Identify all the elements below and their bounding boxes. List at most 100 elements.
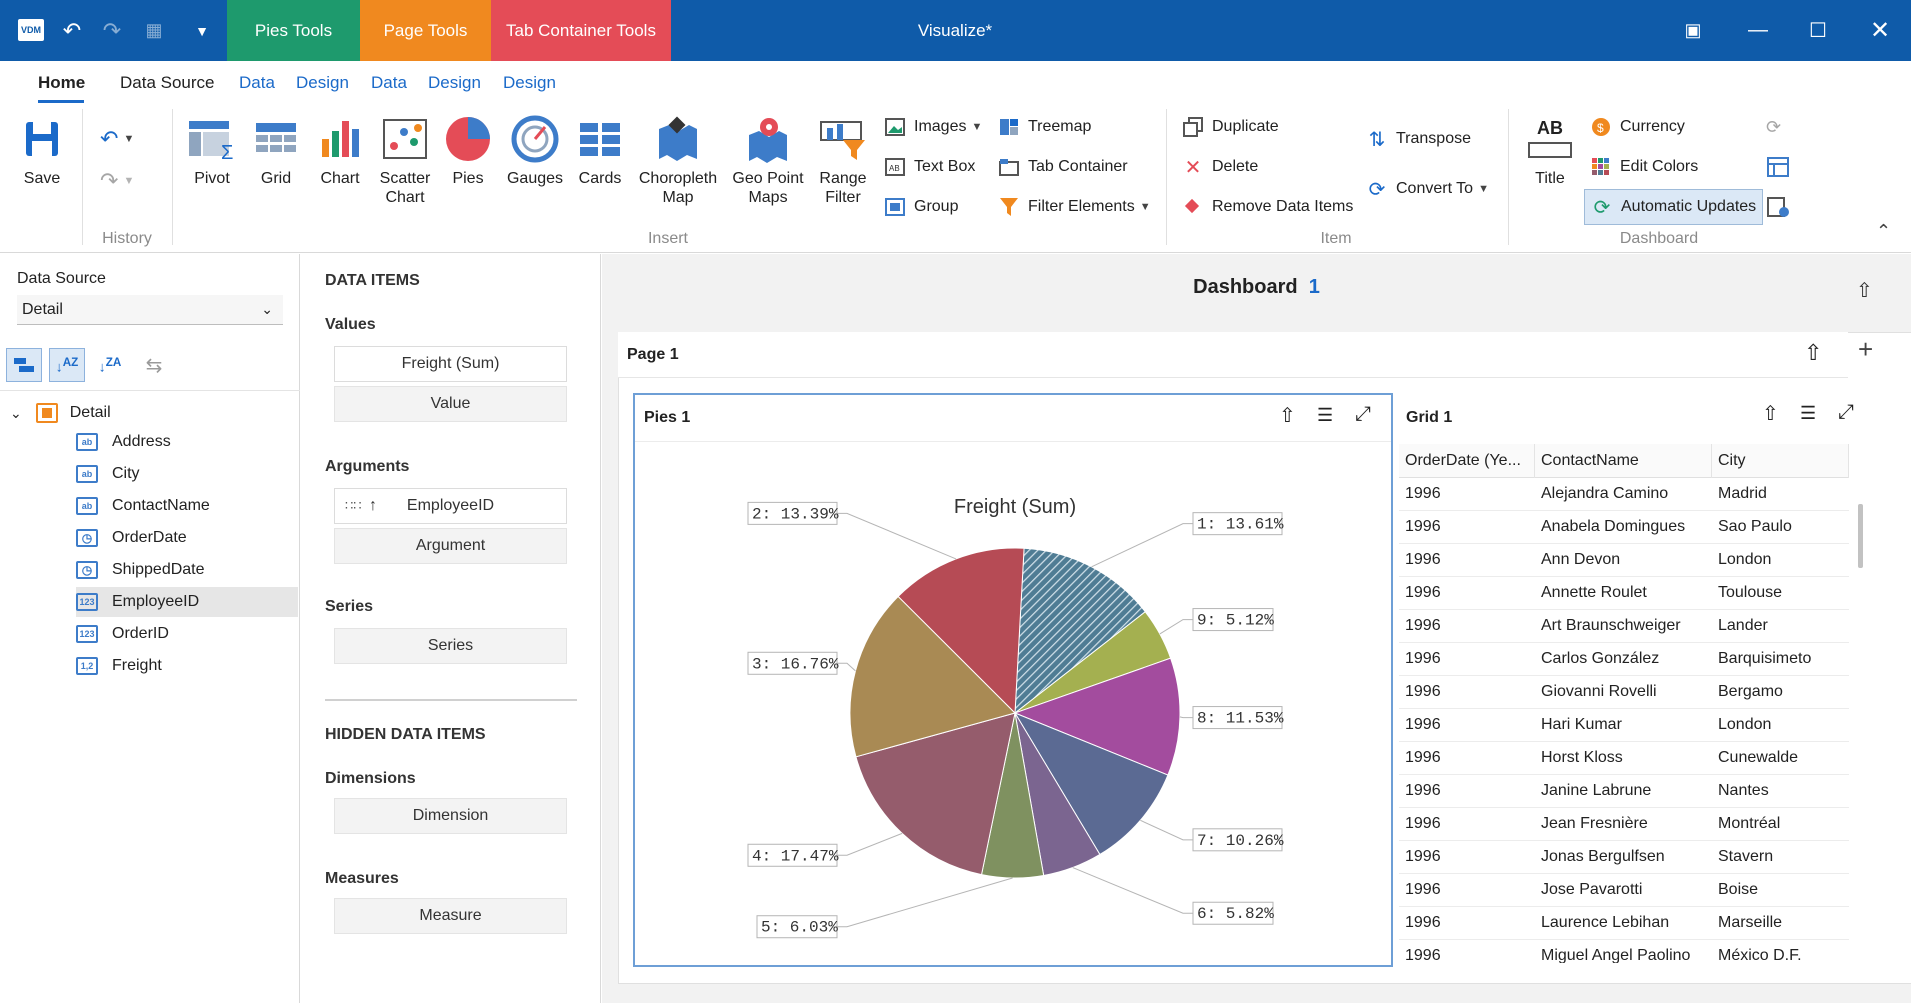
dashboard-title-button[interactable]: AB Title [1520, 109, 1580, 188]
history-redo-button[interactable]: ↷ ▼ [100, 167, 134, 195]
table-row[interactable]: 1996 Janine Labrune Nantes [1399, 775, 1849, 808]
tab-home[interactable]: Home [38, 73, 86, 92]
tab-design-1[interactable]: Design [296, 73, 349, 92]
field-orderid[interactable]: 123 OrderID [76, 619, 298, 649]
field-employeeid[interactable]: 123 EmployeeID [76, 587, 298, 617]
field-freight[interactable]: 1,2 Freight [76, 651, 298, 681]
argument-placeholder[interactable]: Argument [334, 528, 567, 564]
insert-scatter-chart-button[interactable]: Scatter Chart [374, 109, 436, 207]
convert-to-button[interactable]: ⟳ Convert To ▼ [1366, 175, 1489, 203]
table-row[interactable]: 1996 Art Braunschweiger Lander [1399, 610, 1849, 643]
transpose-button[interactable]: ⇅ Transpose [1366, 125, 1471, 153]
insert-chart-button[interactable]: Chart [312, 109, 368, 188]
table-row[interactable]: 1996 Horst Kloss Cunewalde [1399, 742, 1849, 775]
column-header-contactname[interactable]: ContactName [1535, 444, 1712, 478]
update-icon[interactable]: ⟳ [1766, 116, 1782, 137]
insert-choropleth-map-button[interactable]: Choropleth Map [632, 109, 724, 207]
tab-data-1[interactable]: Data [239, 73, 275, 92]
field-city[interactable]: ab City [76, 459, 298, 489]
insert-cards-button[interactable]: Cards [572, 109, 628, 188]
table-row[interactable]: 1996 Carlos González Barquisimeto [1399, 643, 1849, 676]
pie-slice[interactable] [849, 595, 1016, 758]
export-icon[interactable]: ⇧ [1804, 340, 1823, 365]
table-row[interactable]: 1996 Jonas Bergulfsen Stavern [1399, 841, 1849, 874]
insert-gauges-button[interactable]: Gauges [504, 109, 566, 188]
table-row[interactable]: 1996 Alejandra Camino Madrid [1399, 478, 1849, 511]
table-row[interactable]: 1996 Annette Roulet Toulouse [1399, 577, 1849, 610]
field-shippeddate[interactable]: ◷ ShippedDate [76, 555, 298, 585]
measure-placeholder[interactable]: Measure [334, 898, 567, 934]
export-icon[interactable]: ⇧ [1279, 405, 1296, 427]
export-icon[interactable]: ⇧ [1762, 403, 1779, 425]
table-row[interactable]: 1996 Giovanni Rovelli Bergamo [1399, 676, 1849, 709]
insert-text-box-button[interactable]: AB Text Box [884, 153, 975, 181]
insert-pies-button[interactable]: Pies [440, 109, 496, 188]
customize-qat-icon[interactable]: ▼ [195, 22, 209, 39]
add-page-icon[interactable]: + [1858, 334, 1874, 364]
insert-group-button[interactable]: Group [884, 193, 958, 221]
currency-button[interactable]: $ Currency [1590, 113, 1685, 141]
insert-pivot-button[interactable]: Σ Pivot [182, 109, 242, 188]
tab-data-2[interactable]: Data [371, 73, 407, 92]
table-row[interactable]: 1996 Jose Pavarotti Boise [1399, 874, 1849, 907]
insert-images-button[interactable]: Images ▼ [884, 113, 982, 141]
collapse-ribbon-icon[interactable]: ⌃ [1876, 221, 1892, 241]
field-contactname[interactable]: ab ContactName [76, 491, 298, 521]
display-icon[interactable]: ▣ [1684, 20, 1702, 40]
export-icon[interactable]: ⇧ [1856, 280, 1873, 302]
group-by-type-button[interactable] [6, 348, 42, 382]
pie-slice[interactable] [1013, 657, 1181, 776]
insert-geo-point-maps-button[interactable]: Geo Point Maps [730, 109, 806, 207]
grip-icon[interactable]: ∷∷ [345, 498, 362, 513]
pie-slice[interactable] [855, 712, 1016, 876]
duplicate-button[interactable]: Duplicate [1182, 113, 1279, 141]
maximize-button[interactable]: ☐ [1809, 20, 1827, 42]
series-placeholder[interactable]: Series [334, 628, 567, 664]
delete-button[interactable]: ✕ Delete [1182, 153, 1259, 181]
save-button[interactable]: Save [12, 109, 72, 188]
pie-slice[interactable] [1014, 547, 1146, 715]
table-row[interactable]: 1996 Hari Kumar London [1399, 709, 1849, 742]
parameters-icon[interactable] [1766, 153, 1790, 181]
insert-tab-container-button[interactable]: Tab Container [998, 153, 1128, 181]
edit-colors-button[interactable]: Edit Colors [1590, 153, 1698, 181]
dashboard-settings-icon[interactable] [1766, 193, 1790, 221]
tab-design-3[interactable]: Design [503, 73, 556, 92]
tree-root-detail[interactable]: ⌄ Detail [10, 403, 111, 423]
table-row[interactable]: 1996 Anabela Domingues Sao Paulo [1399, 511, 1849, 544]
page-tab[interactable]: Page 1 [627, 346, 679, 363]
history-undo-button[interactable]: ↶ ▼ [100, 125, 134, 153]
remove-data-items-button[interactable]: Remove Data Items [1182, 193, 1353, 221]
column-header-city[interactable]: City [1712, 444, 1849, 478]
sort-arrow-up-icon[interactable]: ↑ [369, 497, 377, 514]
table-row[interactable]: 1996 Jean Fresnière Montréal [1399, 808, 1849, 841]
tab-design-2[interactable]: Design [428, 73, 481, 92]
automatic-updates-button[interactable]: ⟳ Automatic Updates [1584, 189, 1764, 225]
tab-data-source[interactable]: Data Source [120, 73, 215, 92]
pie-slice[interactable] [897, 547, 1025, 715]
pies-item[interactable]: Pies 1 ⇧ ☰ ⤢ Freight (Sum) 1: 13.61% 9: 5… [633, 393, 1393, 967]
field-orderdate[interactable]: ◷ OrderDate [76, 523, 298, 553]
undo-icon[interactable]: ↶ [62, 17, 82, 43]
filter-search-icon[interactable]: ☰ [1800, 403, 1817, 423]
field-address[interactable]: ab Address [76, 427, 298, 457]
value-placeholder[interactable]: Value [334, 386, 567, 422]
grid-scrollbar[interactable] [1858, 504, 1863, 568]
maximize-icon[interactable]: ⤢ [1838, 401, 1854, 423]
insert-grid-button[interactable]: Grid [248, 109, 304, 188]
argument-item-employeeid[interactable]: ∷∷ ↑ EmployeeID [334, 488, 567, 524]
sort-ascending-button[interactable]: ↓AZ [49, 348, 85, 382]
dimension-placeholder[interactable]: Dimension [334, 798, 567, 834]
layout-icon[interactable]: ▦ [145, 20, 163, 40]
minimize-button[interactable]: — [1748, 19, 1768, 41]
table-row[interactable]: 1996 Ann Devon London [1399, 544, 1849, 577]
value-item-freight[interactable]: Freight (Sum) [334, 346, 567, 382]
column-header-orderdate[interactable]: OrderDate (Ye... [1399, 444, 1535, 478]
swap-button[interactable]: ⇆ [136, 348, 172, 382]
insert-range-filter-button[interactable]: Range Filter [812, 109, 874, 207]
insert-filter-elements-button[interactable]: Filter Elements ▼ [998, 193, 1151, 221]
close-button[interactable]: ✕ [1869, 17, 1891, 44]
table-row[interactable]: 1996 Miguel Angel Paolino México D.F. [1399, 940, 1849, 963]
filter-search-icon[interactable]: ☰ [1317, 405, 1334, 425]
redo-icon[interactable]: ↷ [102, 17, 122, 43]
